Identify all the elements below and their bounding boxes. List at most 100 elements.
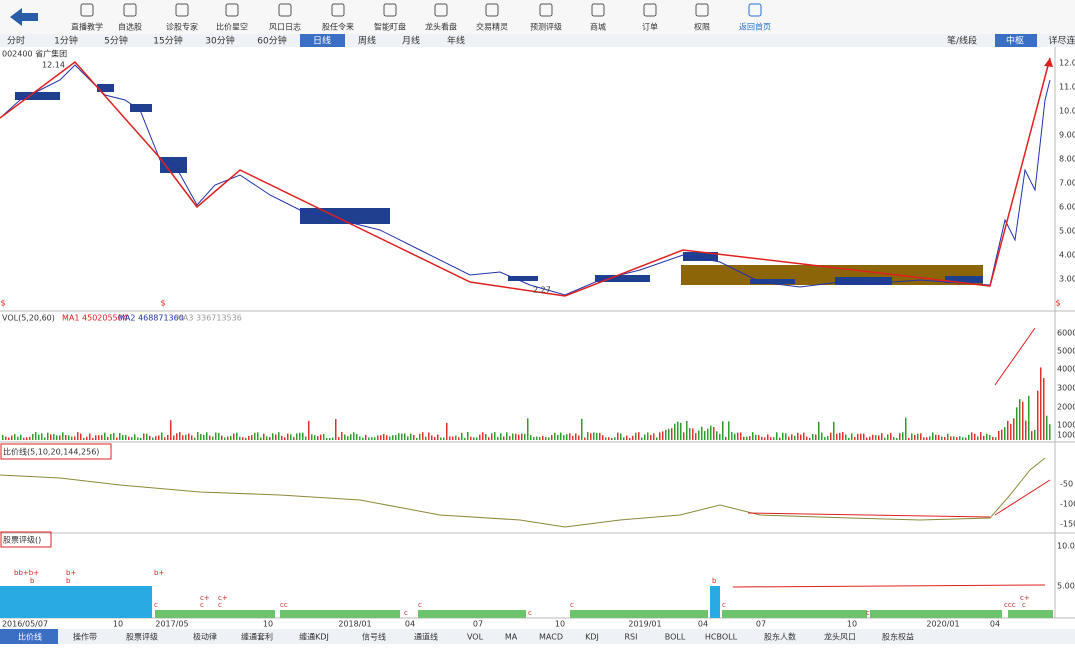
bottom-tab[interactable]: VOL bbox=[467, 633, 484, 642]
y-tick-label: 3.00 bbox=[1059, 275, 1075, 284]
bottom-tab[interactable]: 龙头风口 bbox=[824, 632, 856, 642]
y-tick-label: 10000 bbox=[1057, 421, 1075, 430]
toolbar-label[interactable]: 商城 bbox=[590, 22, 606, 32]
toolbar-icon[interactable] bbox=[539, 3, 553, 17]
right-tab[interactable]: 中枢 bbox=[1006, 35, 1024, 47]
toolbar-label[interactable]: 比价星空 bbox=[216, 22, 248, 32]
date-label: 2017/05 bbox=[155, 620, 188, 629]
bottom-tab[interactable]: 股票评级 bbox=[126, 632, 158, 642]
toolbar-label[interactable]: 直播教学 bbox=[71, 22, 103, 32]
arrow bbox=[747, 512, 991, 518]
rating-area bbox=[0, 586, 152, 618]
signal-mark: $ bbox=[1055, 299, 1060, 308]
y-tick-label: -50 bbox=[1060, 480, 1073, 489]
period-tab[interactable]: 日线 bbox=[313, 35, 331, 47]
toolbar-icon[interactable] bbox=[278, 3, 292, 17]
toolbar-icon[interactable] bbox=[591, 3, 605, 17]
volume-header: MA2 468871360 bbox=[118, 314, 184, 323]
period-tab[interactable]: 30分钟 bbox=[205, 35, 234, 47]
rating-label: c bbox=[1022, 601, 1026, 609]
price-line bbox=[0, 64, 1051, 296]
toolbar-label[interactable]: 订单 bbox=[642, 22, 658, 32]
toolbar-label[interactable]: 风口日志 bbox=[269, 22, 301, 32]
bottom-tab[interactable]: 比价线 bbox=[18, 632, 42, 642]
header-box bbox=[0, 531, 52, 548]
toolbar-label[interactable]: 智能盯盘 bbox=[374, 22, 406, 32]
bottom-tab[interactable]: HCBOLL bbox=[705, 633, 738, 642]
bottom-tab[interactable]: MACD bbox=[539, 633, 563, 642]
toolbar-label[interactable]: 股任令来 bbox=[322, 22, 354, 32]
period-tab[interactable]: 分时 bbox=[7, 35, 25, 47]
volume-bars bbox=[2, 367, 1051, 440]
signal-mark: $ bbox=[160, 299, 165, 308]
toolbar-icon[interactable] bbox=[485, 3, 499, 17]
rating-label: c bbox=[528, 609, 532, 617]
bottom-tab[interactable]: MA bbox=[505, 633, 518, 642]
arrow-head bbox=[1044, 58, 1053, 67]
rating-label: c bbox=[570, 601, 574, 609]
rating-bars bbox=[155, 610, 1053, 618]
toolbar-icon[interactable] bbox=[434, 3, 448, 17]
tab-bar bbox=[0, 34, 1075, 47]
date-label: 2018/01 bbox=[338, 620, 371, 629]
toolbar-icon[interactable] bbox=[80, 3, 94, 17]
rating-title: 股票评级() bbox=[3, 535, 41, 545]
period-tab[interactable]: 年线 bbox=[447, 35, 465, 47]
arrow bbox=[994, 479, 1051, 516]
bottom-tab[interactable]: 信号线 bbox=[362, 632, 386, 642]
bottom-tab[interactable]: KDJ bbox=[585, 633, 599, 642]
period-tab[interactable]: 15分钟 bbox=[153, 35, 182, 47]
bottom-tab[interactable]: 股东人数 bbox=[764, 632, 796, 642]
date-label: 10 bbox=[555, 620, 565, 629]
period-tab[interactable]: 5分钟 bbox=[104, 35, 128, 47]
toolbar-icon[interactable] bbox=[225, 3, 239, 17]
signal-mark: $ bbox=[0, 299, 5, 308]
bottom-tab[interactable]: BOLL bbox=[665, 633, 686, 642]
rating-label: b+ bbox=[66, 569, 76, 577]
toolbar-icon[interactable] bbox=[643, 3, 657, 17]
toolbar-label[interactable]: 权限 bbox=[694, 22, 710, 32]
bottom-tab[interactable]: 股东权益 bbox=[882, 632, 914, 642]
period-tab[interactable]: 月线 bbox=[402, 35, 420, 47]
toolbar-label[interactable]: 预测评级 bbox=[530, 22, 562, 32]
y-tick-label: 11.00 bbox=[1059, 83, 1075, 92]
toolbar-label[interactable]: 龙头看盘 bbox=[425, 22, 457, 32]
tab-selected bbox=[300, 34, 345, 47]
toolbar-icon[interactable] bbox=[331, 3, 345, 17]
right-tab[interactable]: 笔/线段 bbox=[947, 35, 977, 47]
period-tab[interactable]: 1分钟 bbox=[54, 35, 78, 47]
back-button[interactable] bbox=[10, 8, 38, 26]
bottom-tab[interactable]: 极动律 bbox=[193, 632, 217, 642]
toolbar-label[interactable]: 交易精灵 bbox=[476, 22, 508, 32]
date-label: 2019/01 bbox=[628, 620, 661, 629]
period-tab[interactable]: 周线 bbox=[358, 35, 376, 47]
rating-label: ccc bbox=[1004, 601, 1016, 609]
bottom-bar bbox=[0, 629, 1075, 644]
right-tab[interactable]: 详尽连 bbox=[1048, 35, 1075, 47]
y-tick-label: 10.00 bbox=[1059, 107, 1075, 116]
toolbar-icon[interactable] bbox=[695, 3, 709, 17]
volume-header: MA3 336713536 bbox=[176, 314, 242, 323]
bottom-tab[interactable]: RSI bbox=[625, 633, 638, 642]
toolbar-icon[interactable] bbox=[123, 3, 137, 17]
y-tick-label: 1000 bbox=[1057, 431, 1075, 440]
toolbar-label[interactable]: 诊股专家 bbox=[166, 22, 198, 32]
bottom-tab[interactable]: 缠通套利 bbox=[241, 632, 273, 642]
header-box bbox=[0, 443, 112, 460]
toolbar-label[interactable]: 自选股 bbox=[118, 22, 142, 32]
rating-label: c bbox=[200, 601, 204, 609]
toolbar-icon[interactable] bbox=[748, 3, 762, 17]
rating-label: c bbox=[722, 601, 726, 609]
period-tab[interactable]: 60分钟 bbox=[257, 35, 286, 47]
y-tick-label: 9.00 bbox=[1059, 131, 1075, 140]
rating-label: c bbox=[218, 601, 222, 609]
volume-header: VOL(5,20,60) bbox=[2, 314, 55, 323]
bottom-tab[interactable]: 通道线 bbox=[414, 632, 438, 642]
y-tick-label: 8.00 bbox=[1059, 155, 1075, 164]
toolbar-icon[interactable] bbox=[383, 3, 397, 17]
bottom-tab[interactable]: 缠通KDJ bbox=[299, 632, 329, 642]
toolbar-icon[interactable] bbox=[175, 3, 189, 17]
bottom-tab[interactable]: 操作带 bbox=[73, 632, 97, 642]
toolbar-label[interactable]: 返回首页 bbox=[739, 22, 771, 32]
